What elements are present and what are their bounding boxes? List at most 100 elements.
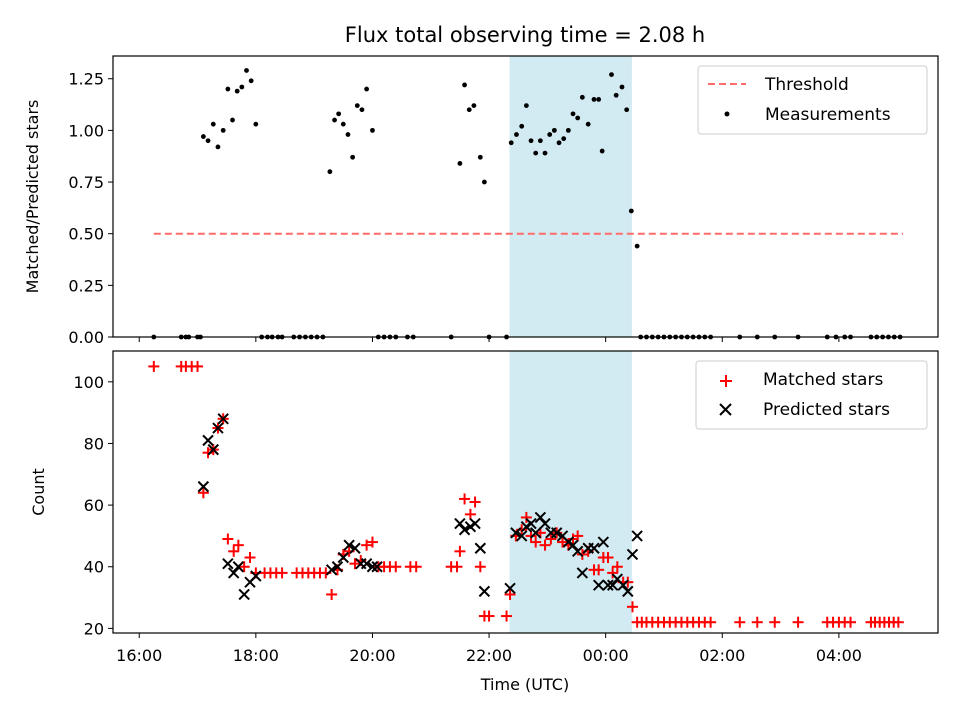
- predicted-star-point: [469, 517, 481, 530]
- measurement-point: [565, 127, 571, 133]
- measurement-point: [239, 84, 245, 90]
- y-tick-label: 0.75: [68, 173, 104, 192]
- matched-star-point: [228, 545, 240, 557]
- predicted-star-point: [567, 539, 579, 551]
- x-tick-label: 20:00: [349, 646, 395, 665]
- bottom-observing-window: [509, 351, 632, 633]
- bottom-x-axis: 16:00 18:00 20:00 22:00 00:00 02:00 04:00: [116, 633, 862, 665]
- matched-star-point: [451, 561, 463, 573]
- y-tick-label: 1.25: [68, 70, 104, 89]
- predicted-star-point: [525, 517, 537, 530]
- top-legend: Threshold Measurements: [697, 65, 928, 135]
- matched-star-point: [626, 601, 638, 613]
- predicted-star-point: [602, 579, 614, 591]
- measurement-point: [457, 161, 463, 166]
- measurement-point: [336, 111, 342, 117]
- legend-matched-label: Matched stars: [763, 370, 883, 390]
- predicted-stars-points: [197, 413, 643, 601]
- predicted-star-point: [516, 530, 528, 542]
- matched-star-point: [576, 548, 588, 560]
- measurements-legend-swatch: [724, 111, 730, 117]
- matched-star-point: [504, 588, 516, 600]
- matched-star-point: [361, 539, 373, 551]
- matched-star-point: [792, 616, 804, 628]
- predicted-star-point: [631, 530, 643, 542]
- predicted-star-point: [232, 561, 245, 573]
- matched-star-point: [530, 536, 542, 548]
- matched-star-point: [222, 533, 234, 545]
- y-tick-label: 1.00: [68, 121, 104, 140]
- measurement-point: [477, 154, 483, 160]
- measurement-point: [575, 115, 581, 121]
- matched-star-point: [459, 493, 471, 505]
- measurement-point: [225, 86, 231, 92]
- measurement-point: [551, 127, 557, 133]
- x-tick-label: 00:00: [583, 646, 629, 665]
- x-tick-label: 16:00: [116, 646, 162, 665]
- x-tick-label: 18:00: [233, 646, 279, 665]
- predicted-star-point: [217, 413, 229, 425]
- legend-measurements-label: Measurements: [765, 105, 891, 125]
- bottom-legend: Matched stars Predicted stars: [695, 360, 928, 430]
- top-observing-window: [509, 56, 632, 337]
- measurements-points: [151, 68, 903, 340]
- predicted-star-point: [597, 536, 610, 548]
- measurement-point: [523, 103, 529, 108]
- x-tick-label: 02:00: [699, 646, 745, 665]
- measurement-point: [248, 78, 254, 84]
- y-tick-label: 40: [84, 558, 104, 577]
- measurement-point: [466, 107, 472, 113]
- predicted-star-point: [202, 434, 214, 447]
- matched-star-point: [734, 616, 746, 628]
- measurement-point: [585, 121, 591, 127]
- matched-star-point: [611, 561, 623, 573]
- measurement-point: [364, 86, 370, 92]
- predicted-star-point: [454, 517, 466, 530]
- matched-star-point: [366, 536, 378, 548]
- y-tick-label: 60: [84, 496, 104, 515]
- measurement-point: [462, 82, 467, 88]
- measurement-point: [345, 132, 351, 137]
- matched-star-point: [464, 508, 476, 520]
- matched-star-point: [539, 539, 551, 551]
- predicted-star-point: [504, 582, 516, 595]
- matched-star-point: [232, 539, 244, 551]
- measurement-point: [528, 138, 534, 144]
- matched-star-point: [192, 360, 204, 372]
- measurement-point: [619, 84, 625, 90]
- predicted-star-point: [617, 579, 629, 591]
- predicted-star-point: [250, 570, 262, 582]
- matched-star-point: [410, 561, 422, 573]
- measurement-point: [613, 92, 619, 98]
- matched-star-point: [602, 551, 614, 563]
- matched-star-point: [501, 610, 513, 622]
- measurement-point: [599, 148, 605, 154]
- measurement-point: [471, 103, 477, 108]
- top-panel: 0.00 0.25 0.50 0.75 1.00 1.25 Matched/Predict…: [23, 55, 939, 347]
- predicted-star-point: [343, 539, 355, 551]
- matched-star-point: [474, 561, 486, 573]
- measurement-point: [596, 96, 602, 102]
- measurement-point: [609, 72, 614, 77]
- predicted-star-point: [337, 551, 350, 564]
- top-x-ticks: [138, 337, 840, 342]
- predicted-star-point: [366, 561, 379, 573]
- measurement-point: [234, 88, 240, 94]
- top-legend-box: [697, 65, 928, 135]
- measurement-point: [370, 127, 375, 133]
- bottom-panel: 20 40 60 80 100 16:00 18:00 20:00 22:00 00:00 02:…: [29, 350, 939, 694]
- measurement-point: [350, 154, 356, 160]
- measurement-point: [591, 96, 597, 102]
- y-tick-label: 0.50: [68, 225, 104, 244]
- y-tick-label: 0.00: [68, 328, 104, 347]
- predicted-star-point: [325, 564, 338, 576]
- matched-star-point: [545, 533, 557, 545]
- measurement-point: [481, 179, 487, 185]
- predicted-star-point: [458, 524, 471, 536]
- matched-star-point: [572, 530, 584, 542]
- y-tick-label: 20: [84, 619, 104, 638]
- predicted-star-point: [207, 443, 219, 456]
- measurement-point: [327, 169, 333, 175]
- matched-star-point: [769, 616, 781, 628]
